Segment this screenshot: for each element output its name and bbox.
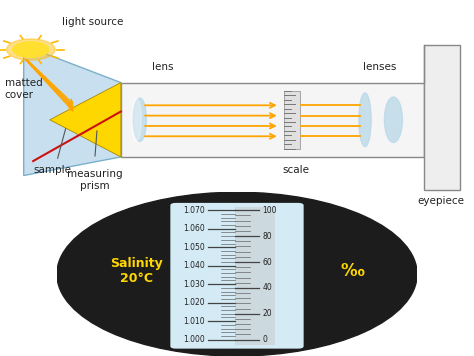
Text: matted
cover: matted cover (5, 78, 43, 100)
Text: 1.020: 1.020 (183, 298, 205, 307)
Ellipse shape (359, 93, 371, 147)
Text: lenses: lenses (363, 62, 396, 72)
Text: 1.030: 1.030 (183, 280, 205, 289)
Ellipse shape (131, 98, 141, 141)
FancyBboxPatch shape (235, 207, 275, 345)
Text: 80: 80 (262, 232, 272, 241)
Ellipse shape (384, 97, 402, 142)
FancyBboxPatch shape (170, 203, 304, 349)
Circle shape (7, 39, 55, 60)
Text: lens: lens (152, 62, 173, 72)
Text: 1.050: 1.050 (183, 243, 205, 252)
Text: measuring
prism: measuring prism (67, 169, 123, 191)
Text: 100: 100 (262, 206, 277, 215)
Text: 60: 60 (262, 257, 272, 267)
Text: sample: sample (33, 165, 71, 175)
FancyBboxPatch shape (424, 46, 460, 190)
Polygon shape (50, 83, 121, 157)
Text: 1.040: 1.040 (183, 261, 205, 270)
Text: 1.000: 1.000 (183, 335, 205, 344)
Polygon shape (24, 46, 121, 176)
Ellipse shape (57, 192, 417, 356)
Text: 1.070: 1.070 (183, 206, 205, 215)
Text: Salinity
20°C: Salinity 20°C (110, 257, 163, 285)
Text: ‰: ‰ (340, 262, 364, 280)
Text: scale: scale (283, 165, 310, 175)
Text: 1.010: 1.010 (183, 316, 205, 326)
Text: 20: 20 (262, 309, 272, 318)
FancyBboxPatch shape (121, 83, 424, 157)
Text: 1.060: 1.060 (183, 224, 205, 233)
Text: light source: light source (62, 16, 123, 26)
Text: 0: 0 (262, 335, 267, 344)
Text: 40: 40 (262, 283, 272, 292)
Circle shape (13, 42, 49, 57)
Text: eyepiece: eyepiece (417, 196, 465, 206)
FancyBboxPatch shape (284, 91, 300, 149)
Ellipse shape (133, 98, 146, 141)
